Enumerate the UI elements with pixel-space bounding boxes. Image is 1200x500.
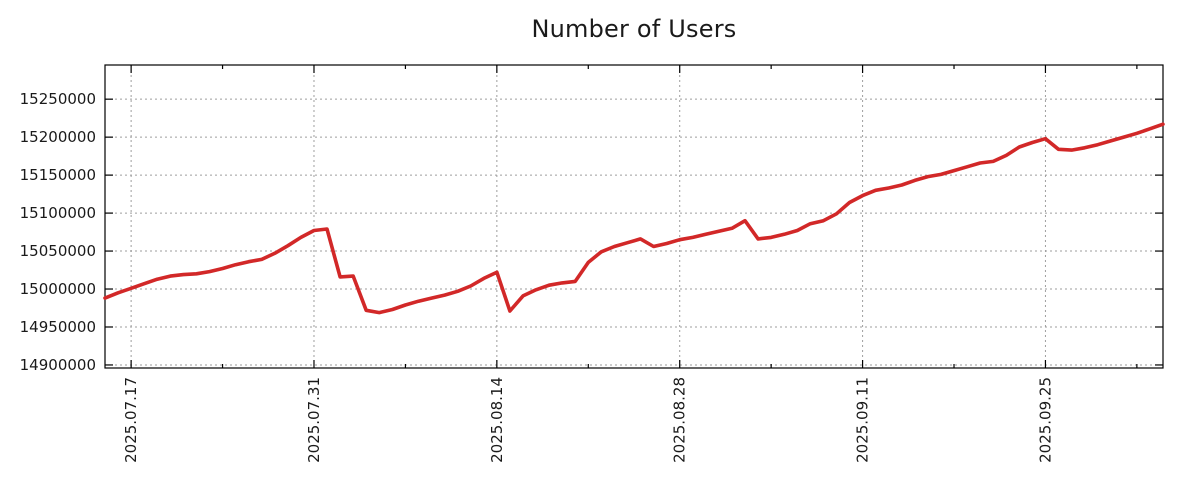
tick-marks (105, 65, 1163, 368)
svg-text:2025.08.14: 2025.08.14 (488, 377, 506, 463)
gridlines (105, 65, 1163, 368)
svg-text:15250000: 15250000 (20, 90, 96, 108)
svg-text:2025.07.31: 2025.07.31 (305, 377, 323, 463)
plot-border (104, 64, 1164, 369)
svg-text:15050000: 15050000 (20, 242, 96, 260)
series-line-users (103, 122, 1165, 315)
chart-title: Number of Users (531, 15, 737, 43)
svg-text:2025.08.28: 2025.08.28 (671, 377, 689, 463)
svg-text:15150000: 15150000 (20, 166, 96, 184)
svg-text:2025.09.25: 2025.09.25 (1036, 377, 1054, 463)
svg-text:2025.09.11: 2025.09.11 (854, 377, 872, 463)
svg-text:2025.07.17: 2025.07.17 (122, 377, 140, 463)
svg-text:15200000: 15200000 (20, 128, 96, 146)
svg-text:14900000: 14900000 (20, 356, 96, 374)
svg-text:15000000: 15000000 (20, 280, 96, 298)
y-tick-labels: 14900000 14950000 15000000 15050000 15100000… (20, 90, 96, 374)
svg-text:14950000: 14950000 (20, 318, 96, 336)
x-tick-labels: 2025.07.17 2025.07.31 2025.08.14 2025.08.28… (122, 377, 1054, 463)
svg-text:15100000: 15100000 (20, 204, 96, 222)
